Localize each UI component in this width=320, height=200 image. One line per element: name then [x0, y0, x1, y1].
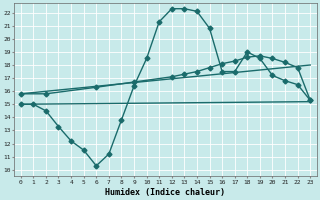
X-axis label: Humidex (Indice chaleur): Humidex (Indice chaleur)	[106, 188, 226, 197]
